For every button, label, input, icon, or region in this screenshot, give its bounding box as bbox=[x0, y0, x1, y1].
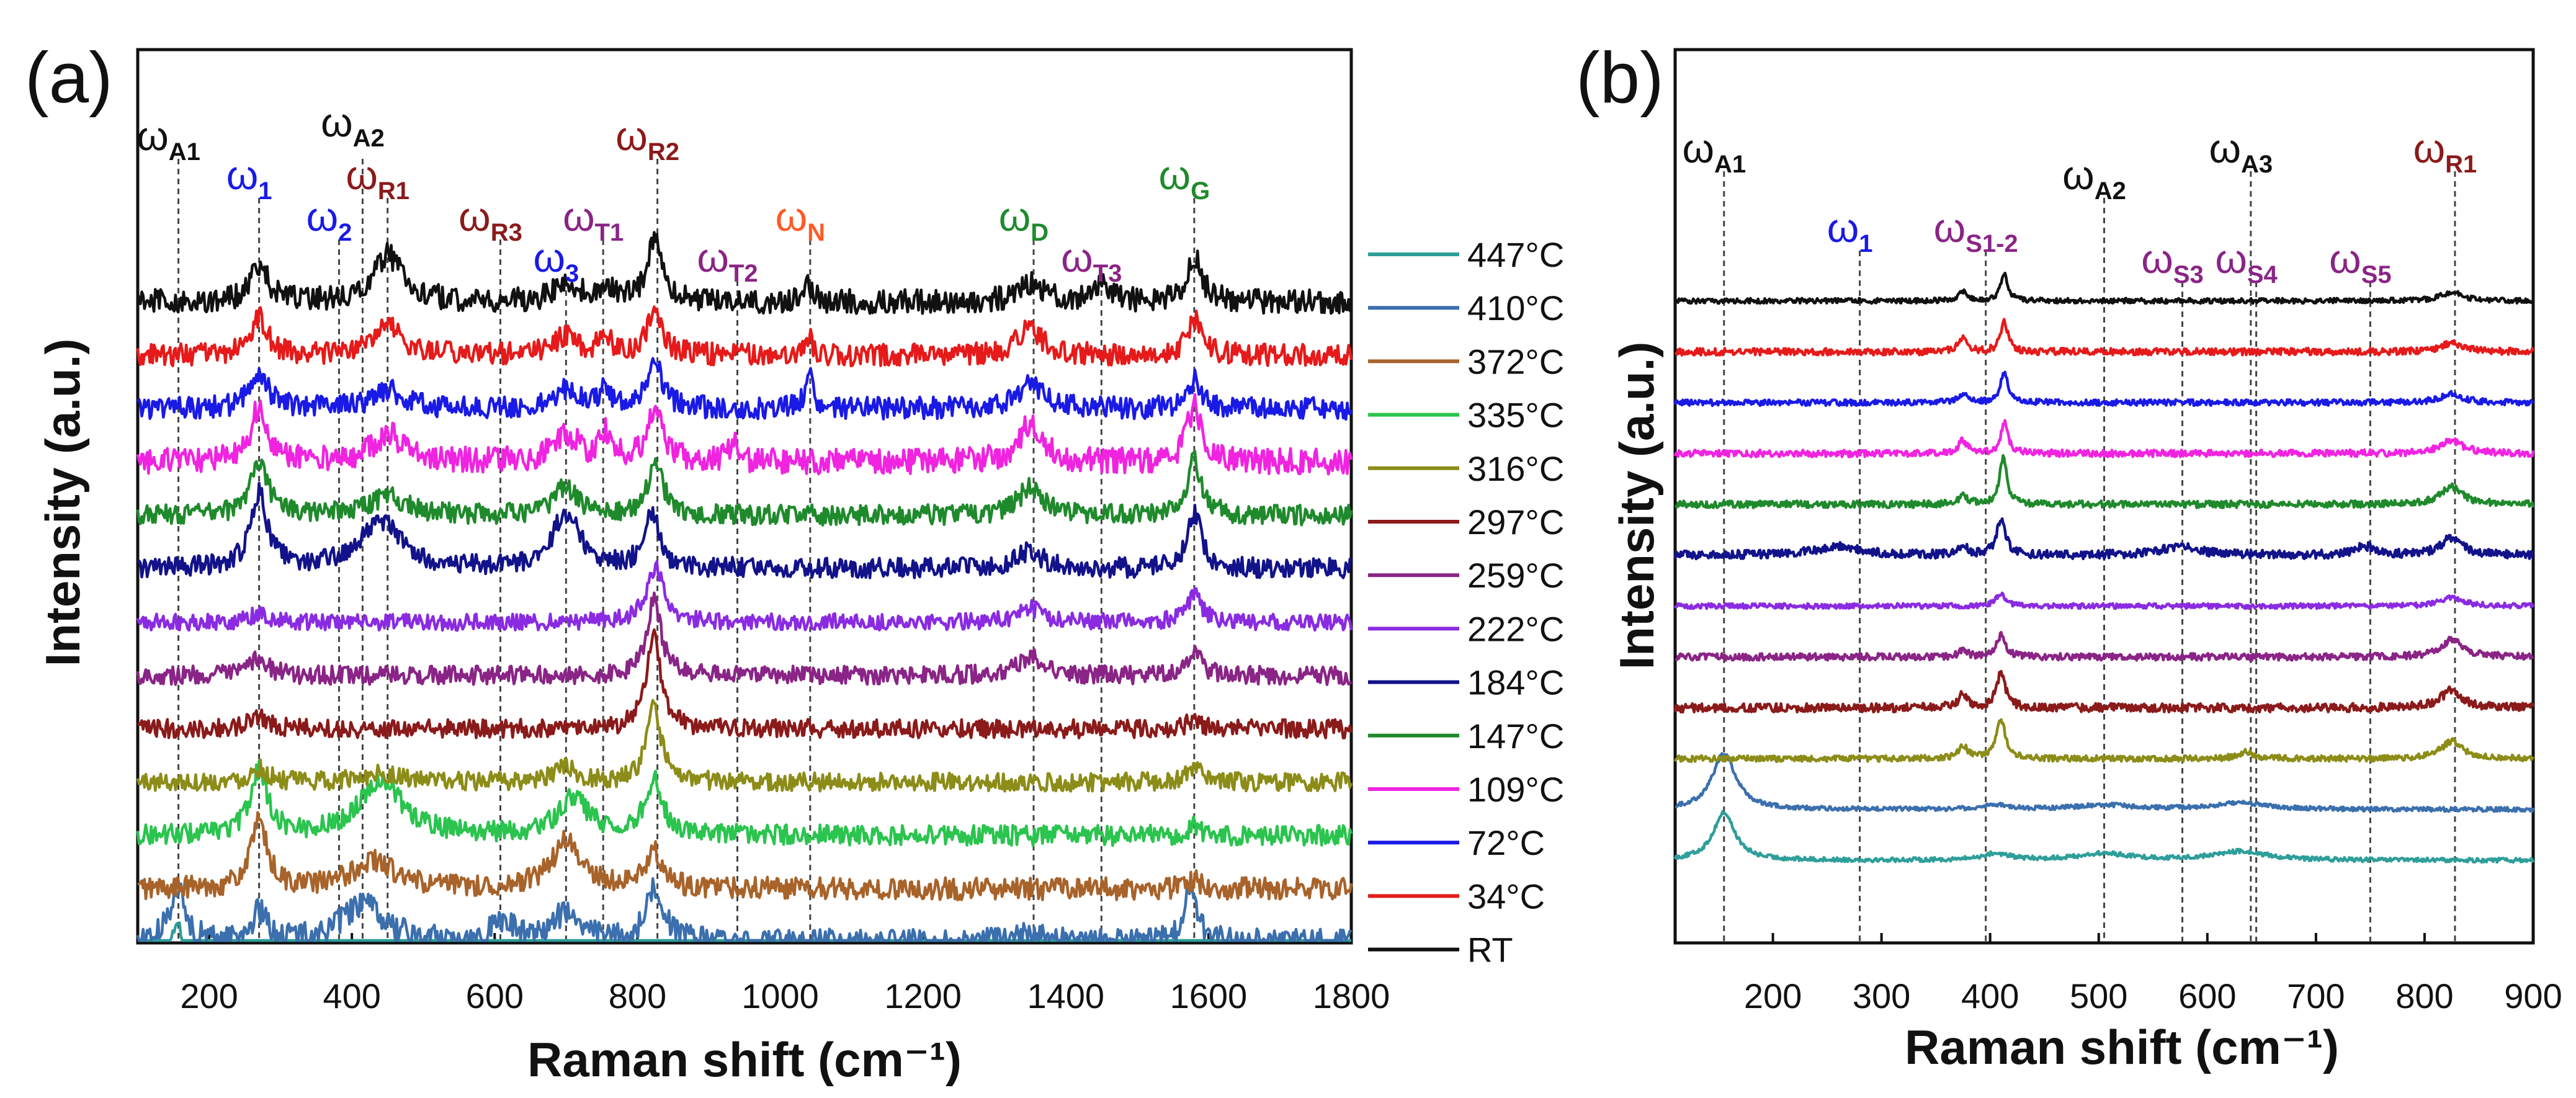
peak-label: ω1 bbox=[226, 152, 272, 205]
spectrum-trace bbox=[1673, 271, 2534, 305]
spectrum-trace bbox=[1673, 517, 2534, 561]
peak-label: ωT1 bbox=[563, 194, 624, 246]
chart-panel-b: 200 300 400 500 600 700 800 900 ωA1 ωA3 ωR1 ωA2 ω1 ωS… bbox=[1673, 48, 2562, 1015]
spectrum-trace bbox=[1673, 669, 2535, 714]
spectrum-trace bbox=[136, 450, 1353, 527]
peak-label: ωA2 bbox=[2062, 152, 2126, 205]
peak-label: ω3 bbox=[533, 234, 579, 287]
spectrum-trace bbox=[1674, 318, 2535, 357]
legend-label: 259°C bbox=[1467, 556, 1564, 595]
peak-label: ωD bbox=[999, 194, 1049, 246]
spectrum-trace bbox=[1675, 752, 2535, 813]
x-tick-label: 600 bbox=[466, 976, 524, 1015]
spectrum-trace bbox=[1673, 419, 2535, 458]
peak-label: ωR1 bbox=[2413, 125, 2477, 178]
peak-label: ωS1-2 bbox=[1934, 205, 2018, 257]
spectrum-trace bbox=[136, 357, 1353, 421]
x-tick-label: 500 bbox=[2070, 976, 2127, 1015]
spectrum-trace bbox=[136, 811, 1353, 901]
peak-label: ωN bbox=[776, 194, 825, 246]
x-tick-label: 300 bbox=[1853, 976, 1910, 1015]
legend-label: 447°C bbox=[1467, 235, 1564, 274]
legend-label: 335°C bbox=[1467, 396, 1564, 435]
x-tick-label: 200 bbox=[180, 976, 238, 1015]
y-axis-title-b: Intensity (a.u.) bbox=[1609, 342, 1664, 670]
plot-frame bbox=[136, 48, 1353, 945]
y-axis-title-a: Intensity (a.u.) bbox=[35, 339, 90, 667]
spectrum-trace bbox=[136, 699, 1353, 793]
legend-label: 372°C bbox=[1467, 342, 1564, 381]
x-tick-label: 400 bbox=[1961, 976, 2019, 1015]
peak-label: ωR2 bbox=[615, 113, 679, 166]
x-axis-title-a: Raman shift (cm⁻¹) bbox=[527, 1032, 962, 1087]
peak-label: ωS4 bbox=[2215, 236, 2278, 288]
x-tick-label: 700 bbox=[2287, 976, 2345, 1015]
spectrum-trace bbox=[1673, 591, 2535, 610]
x-tick-label: 400 bbox=[323, 976, 380, 1015]
spectrum-trace bbox=[1673, 370, 2534, 408]
panel-label-b: (b) bbox=[1576, 37, 1664, 118]
x-tick-label: 1800 bbox=[1313, 976, 1390, 1015]
spectrum-trace bbox=[1673, 810, 2535, 864]
peak-label: ωA1 bbox=[136, 113, 200, 166]
plot-frame bbox=[1673, 48, 2535, 945]
peak-label: ωT3 bbox=[1061, 234, 1122, 287]
legend-label: RT bbox=[1467, 931, 1513, 970]
legend-label: 297°C bbox=[1467, 502, 1564, 542]
legend-label: 222°C bbox=[1467, 609, 1564, 648]
spectrum-trace bbox=[136, 877, 1353, 942]
x-axis-title-b: Raman shift (cm⁻¹) bbox=[1905, 1020, 2339, 1074]
peak-label: ωA2 bbox=[321, 99, 385, 152]
legend: 447°C 410°C 372°C 335°C 316°C 297°C 259°C 222°C… bbox=[1368, 235, 1564, 970]
x-tick-label: 900 bbox=[2504, 976, 2562, 1015]
peak-label: ω1 bbox=[1827, 205, 1873, 257]
spectrum-trace bbox=[136, 393, 1353, 476]
peak-label: ωG bbox=[1159, 152, 1210, 205]
spectrum-trace bbox=[136, 481, 1353, 579]
peak-label: ωT2 bbox=[697, 234, 758, 287]
x-tick-label: 200 bbox=[1744, 976, 1802, 1015]
peak-label: ωR3 bbox=[458, 194, 522, 246]
peak-label: ωS3 bbox=[2141, 236, 2203, 288]
legend-label: 316°C bbox=[1467, 449, 1564, 488]
x-tick-label: 1400 bbox=[1027, 976, 1104, 1015]
x-tick-label: 1600 bbox=[1170, 976, 1248, 1015]
legend-label: 410°C bbox=[1467, 288, 1564, 328]
spectrum-trace bbox=[1675, 631, 2534, 662]
legend-label: 184°C bbox=[1467, 663, 1564, 702]
legend-label: 72°C bbox=[1467, 823, 1545, 862]
legend-label: 147°C bbox=[1467, 716, 1564, 756]
legend-label: 34°C bbox=[1467, 877, 1545, 916]
peak-label: ωR1 bbox=[346, 152, 409, 205]
legend-label: 109°C bbox=[1467, 770, 1564, 809]
peak-label: ω2 bbox=[306, 194, 352, 246]
peak-label: ωS5 bbox=[2329, 236, 2391, 288]
x-tick-label: 1000 bbox=[741, 976, 819, 1015]
spectrum-trace bbox=[136, 305, 1353, 368]
spectrum-trace bbox=[136, 628, 1353, 739]
spectrum-trace bbox=[136, 591, 1353, 686]
spectrum-trace bbox=[136, 560, 1353, 632]
peak-label: ωA3 bbox=[2209, 125, 2273, 178]
spectrum-trace bbox=[1675, 453, 2535, 509]
x-tick-label: 800 bbox=[2395, 976, 2453, 1015]
peak-label: ωA1 bbox=[1682, 125, 1746, 178]
x-tick-label: 600 bbox=[2178, 976, 2236, 1015]
spectrum-trace bbox=[136, 231, 1352, 315]
spectrum-trace bbox=[1673, 718, 2534, 764]
x-tick-label: 800 bbox=[609, 976, 666, 1015]
x-tick-label: 1200 bbox=[884, 976, 962, 1015]
spectrum-trace bbox=[136, 759, 1353, 847]
panel-label-a: (a) bbox=[25, 37, 113, 118]
